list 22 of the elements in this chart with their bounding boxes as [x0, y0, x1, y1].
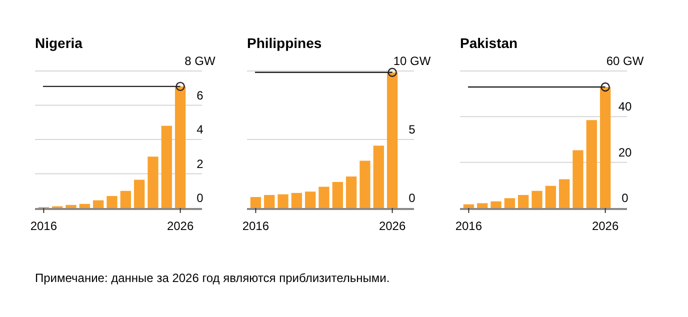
y-tick-label: 2	[196, 156, 204, 171]
y-tick-label: 0	[408, 191, 416, 205]
x-tick-label: 2026	[592, 219, 619, 233]
y-tick-label: 6	[196, 88, 204, 102]
x-tick-label: 2026	[378, 219, 406, 233]
y-tick-label: 60 GW	[606, 54, 644, 68]
y-tick-label: 4	[196, 122, 204, 136]
x-tick-label: 2016	[455, 219, 482, 233]
text: Примечание: данные за 2026 год являются приблизительными.	[35, 271, 390, 285]
y-tick-label: 5	[408, 122, 416, 136]
x-tick-label: 2016	[30, 219, 58, 233]
y-tick-label: 10 GW	[393, 54, 432, 68]
x-tick-label: 2026	[166, 219, 194, 233]
chart-title: Philippines	[247, 35, 322, 51]
chart-title: Pakistan	[460, 35, 518, 51]
y-tick-label: 40	[618, 100, 632, 114]
y-tick-label: 8 GW	[184, 54, 216, 68]
chart-title: Nigeria	[35, 35, 83, 51]
y-tick-label: 0	[622, 191, 629, 205]
y-tick-label: 0	[196, 191, 204, 205]
y-tick-label: 20	[618, 145, 632, 160]
x-tick-label: 2016	[242, 219, 270, 233]
